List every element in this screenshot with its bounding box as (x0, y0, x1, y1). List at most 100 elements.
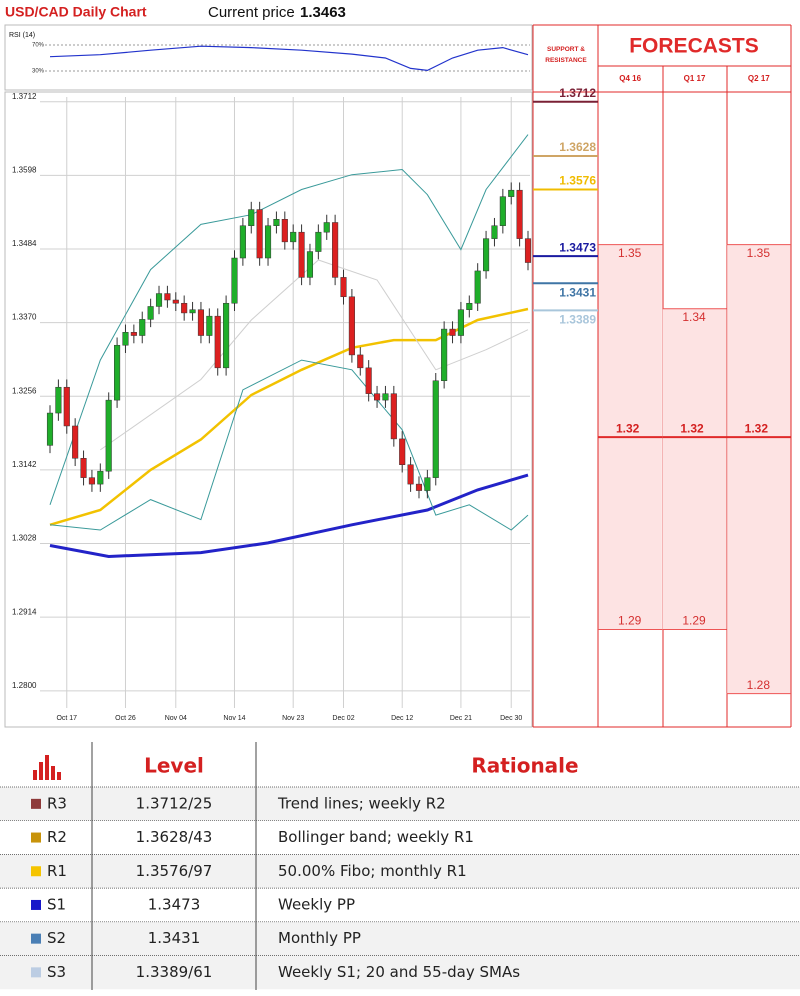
candle-body (256, 209, 263, 259)
candle-body (164, 293, 171, 301)
row-code: R3 (47, 794, 67, 812)
table-icon (33, 755, 61, 780)
current-price: 1.3463 (300, 4, 346, 21)
y-tick-label: 1.3484 (12, 239, 37, 248)
x-tick-label: Oct 17 (56, 715, 77, 722)
candle-body (516, 189, 523, 239)
price-panel (4, 91, 533, 728)
row-shade (0, 854, 800, 889)
candle-body (357, 354, 364, 369)
x-tick-label: Dec 21 (450, 715, 472, 722)
row-code: S2 (47, 929, 66, 947)
forecast-mid-label: 1.32 (616, 421, 640, 435)
icon-bar (51, 766, 55, 780)
row-swatch (31, 933, 41, 944)
candle-body (197, 309, 204, 336)
candle-body (499, 196, 506, 226)
candle-body (290, 231, 297, 243)
row-code: S3 (47, 963, 66, 981)
table-header: Rationale (471, 754, 578, 778)
forecast-mid-label: 1.32 (745, 421, 769, 435)
candle-body (239, 225, 246, 259)
chart-title: USD/CAD Daily Chart (5, 4, 147, 20)
candle-body (114, 344, 121, 401)
candle-body (206, 315, 213, 336)
y-tick-label: 1.3028 (12, 534, 37, 543)
candle-body (172, 299, 179, 304)
candle-body (80, 458, 87, 478)
candle-body (365, 367, 372, 394)
candle-body (340, 277, 347, 298)
row-level: 1.3473 (148, 895, 201, 913)
x-tick-label: Dec 12 (391, 715, 413, 722)
forecast-range (662, 308, 727, 630)
y-tick-label: 1.2914 (12, 607, 37, 616)
current-price-label: Current price (208, 4, 295, 21)
candle-body (390, 393, 397, 440)
sr-label: 1.3431 (559, 285, 596, 299)
indicator-line (49, 359, 529, 531)
row-code: R1 (47, 862, 67, 880)
table-header: Level (144, 754, 204, 778)
row-code: S1 (47, 895, 66, 913)
candle-body (466, 302, 473, 310)
forecast-high-label: 1.35 (618, 246, 642, 260)
candle-body (97, 470, 104, 485)
y-tick-label: 1.3370 (12, 313, 37, 322)
icon-bar (45, 755, 49, 780)
candle-body (382, 393, 389, 401)
candle-body (55, 386, 62, 414)
candle-body (63, 386, 70, 427)
y-tick-label: 1.3256 (12, 386, 37, 395)
candle-body (332, 222, 339, 278)
row-shade (0, 955, 800, 990)
candle-body (415, 483, 423, 491)
candle-body (306, 251, 314, 278)
table-lines (91, 742, 257, 990)
candle-body (424, 477, 431, 491)
candle-body (105, 399, 112, 472)
candle-body (315, 231, 322, 252)
candle-body (348, 296, 355, 356)
row-shade (0, 921, 800, 956)
forecast-high-label: 1.34 (682, 310, 706, 324)
sr-label: 1.3628 (559, 140, 596, 154)
row-rationale: 50.00% Fibo; monthly R1 (278, 862, 467, 880)
rsi-panel (4, 24, 533, 91)
candle-body (441, 328, 448, 382)
sr-label: 1.3712 (559, 86, 596, 100)
forecast-mid-label: 1.32 (680, 421, 704, 435)
row-level: 1.3389/61 (136, 963, 213, 981)
icon-bar (33, 770, 37, 780)
row-rationale: Bollinger band; weekly R1 (278, 828, 474, 846)
forecast-column: Q1 17 (684, 74, 706, 83)
rsi-line (49, 45, 529, 72)
y-tick-label: 1.2800 (12, 681, 37, 690)
x-tick-label: Oct 26 (115, 715, 136, 722)
candle-body (483, 238, 490, 272)
candle-body (214, 315, 221, 369)
candle-body (374, 393, 381, 401)
candle-body (432, 380, 439, 478)
table-body (0, 786, 800, 990)
y-tick-label: 1.3142 (12, 460, 37, 469)
candle-body (323, 222, 330, 233)
indicator-line (49, 473, 529, 559)
forecast-high-label: 1.35 (747, 246, 771, 260)
candle-body (491, 225, 498, 239)
indicator-line (100, 259, 529, 451)
candle-body (122, 332, 129, 346)
x-tick-label: Nov 04 (165, 715, 187, 722)
candle-body (231, 257, 238, 304)
row-rationale: Weekly S1; 20 and 55-day SMAs (278, 963, 520, 981)
candle-body (281, 219, 288, 243)
x-tick-label: Nov 23 (282, 715, 304, 722)
candle-body (273, 219, 280, 226)
forecast-column: Q4 16 (619, 74, 641, 83)
row-level: 1.3576/97 (136, 862, 213, 880)
forecast-low-label: 1.28 (747, 678, 771, 692)
row-code: R2 (47, 828, 67, 846)
candle-body (139, 319, 146, 336)
x-tick-label: Nov 14 (223, 715, 245, 722)
